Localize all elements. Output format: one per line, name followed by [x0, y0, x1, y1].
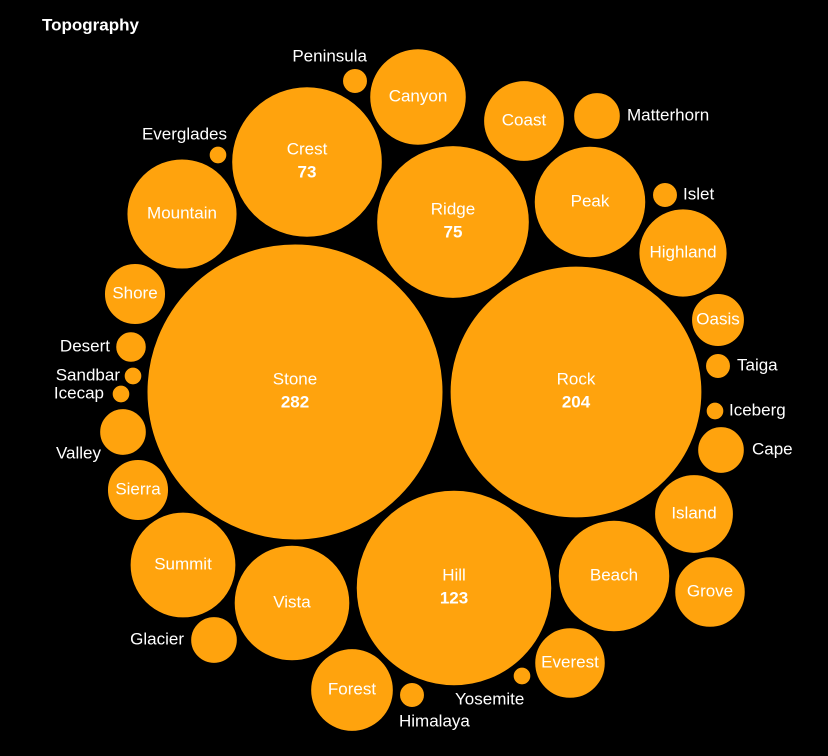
- bubble: [376, 145, 530, 299]
- bubble: [146, 243, 444, 541]
- bubble-label: Himalaya: [399, 711, 470, 730]
- bubble: [674, 556, 746, 628]
- bubble: [355, 489, 553, 687]
- bubble-label: Cape: [752, 439, 793, 458]
- bubble-label: Desert: [60, 336, 110, 355]
- bubble: [697, 426, 745, 474]
- bubble-label: Matterhorn: [627, 105, 709, 124]
- bubble-label: Island: [671, 503, 716, 522]
- bubble-label: Iceberg: [729, 400, 786, 419]
- bubble-label: Highland: [649, 242, 716, 261]
- bubble-label: Stone: [273, 369, 317, 388]
- bubble: [691, 293, 745, 347]
- bubble: [190, 616, 238, 664]
- bubble: [654, 474, 734, 554]
- value-label: 204: [562, 392, 591, 411]
- value-label: 282: [281, 392, 309, 411]
- bubble: [533, 145, 647, 259]
- bubble: [573, 92, 621, 140]
- bubble-label: Sierra: [115, 479, 161, 498]
- bubble-label: Hill: [442, 565, 466, 584]
- bubble: [638, 208, 728, 298]
- chart-title: Topography: [42, 15, 139, 34]
- bubble: [233, 544, 351, 662]
- bubble: [208, 145, 228, 165]
- bubble: [129, 511, 237, 619]
- bubble-label: Canyon: [389, 86, 448, 105]
- bubble: [342, 68, 368, 94]
- bubble-label: Valley: [56, 443, 102, 462]
- bubble-label: Grove: [687, 581, 733, 600]
- bubble: [111, 384, 131, 404]
- value-label: 123: [440, 588, 468, 607]
- bubble-label: Rock: [557, 369, 596, 388]
- bubble: [99, 408, 147, 456]
- bubble: [512, 666, 532, 686]
- bubble-label: Forest: [328, 679, 376, 698]
- bubble: [449, 265, 703, 519]
- bubble-label: Taiga: [737, 355, 778, 374]
- bubble-label: Mountain: [147, 203, 217, 222]
- bubble-label: Yosemite: [455, 689, 524, 708]
- bubble: [123, 366, 143, 386]
- bubble-label: Peak: [571, 191, 610, 210]
- bubble: [369, 48, 467, 146]
- bubble-label: Ridge: [431, 199, 475, 218]
- bubble-label: Shore: [112, 283, 157, 302]
- bubble-label: Oasis: [696, 309, 739, 328]
- bubble: [310, 648, 394, 732]
- bubble-label: Everglades: [142, 124, 227, 143]
- bubble: [705, 353, 731, 379]
- bubble: [126, 158, 238, 270]
- bubble-label: Crest: [287, 139, 328, 158]
- bubble: [115, 331, 147, 363]
- bubble: [652, 182, 678, 208]
- bubble: [103, 262, 167, 326]
- bubble-label: Everest: [541, 652, 599, 671]
- bubble: [705, 401, 725, 421]
- bubble-label: Peninsula: [292, 46, 367, 65]
- bubble-label: Islet: [683, 184, 714, 203]
- value-label: 73: [298, 162, 317, 181]
- bubble-label: Summit: [154, 554, 212, 573]
- bubble: [399, 682, 425, 708]
- bubble-label: Sandbar: [56, 365, 121, 384]
- value-label: 75: [444, 222, 463, 241]
- bubble-label: Icecap: [54, 383, 104, 402]
- bubble-label: Coast: [502, 110, 547, 129]
- bubble: [231, 86, 383, 238]
- bubble: [483, 80, 565, 162]
- bubble: [534, 627, 606, 699]
- bubble-label: Glacier: [130, 629, 184, 648]
- bubble: [557, 519, 671, 633]
- bubble-label: Beach: [590, 565, 638, 584]
- bubble-label: Vista: [273, 592, 311, 611]
- bubble: [106, 458, 170, 522]
